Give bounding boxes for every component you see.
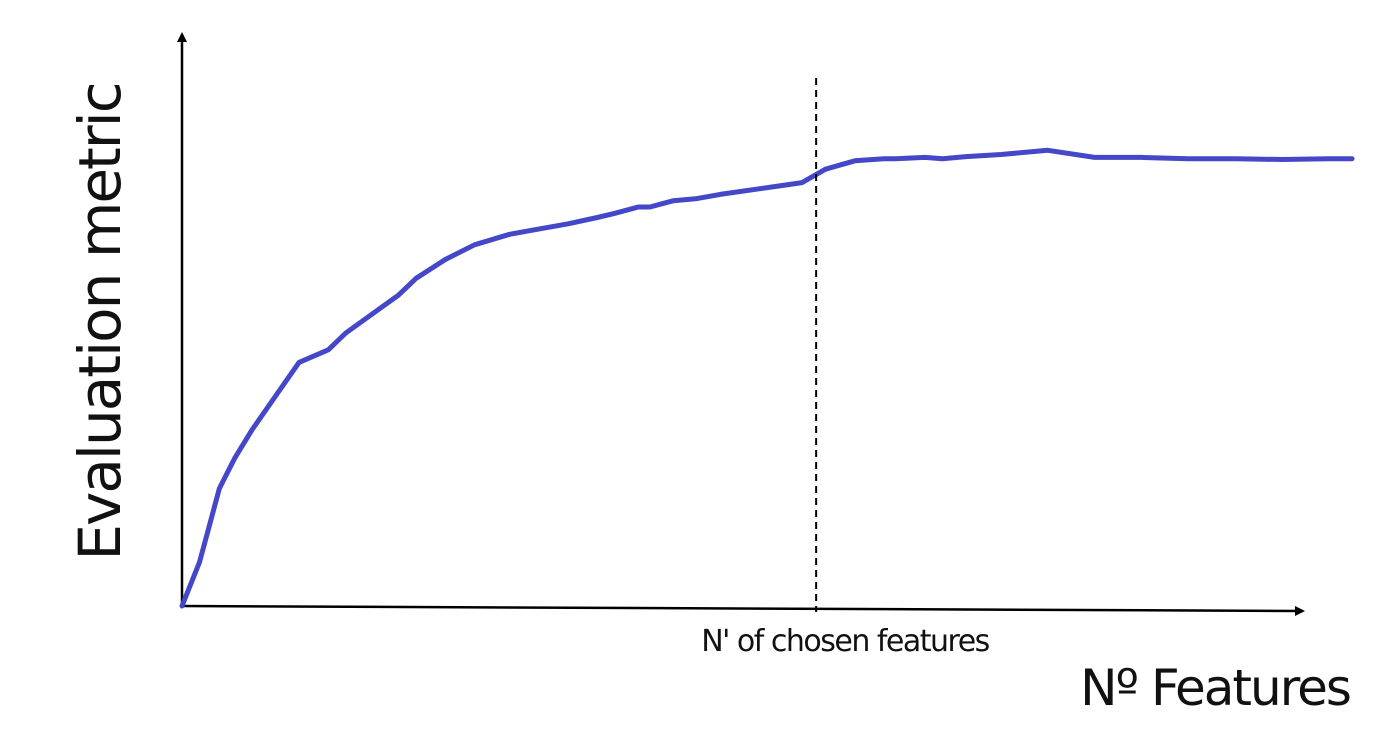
chosen-features-label: N' of chosen features [701,624,989,659]
x-axis-label: Nº Features [1080,659,1350,717]
series-line-0 [179,147,1355,609]
x-axis [181,604,1305,616]
y-axis-label: Evaluation metric [66,83,134,560]
series-layer [179,147,1355,609]
